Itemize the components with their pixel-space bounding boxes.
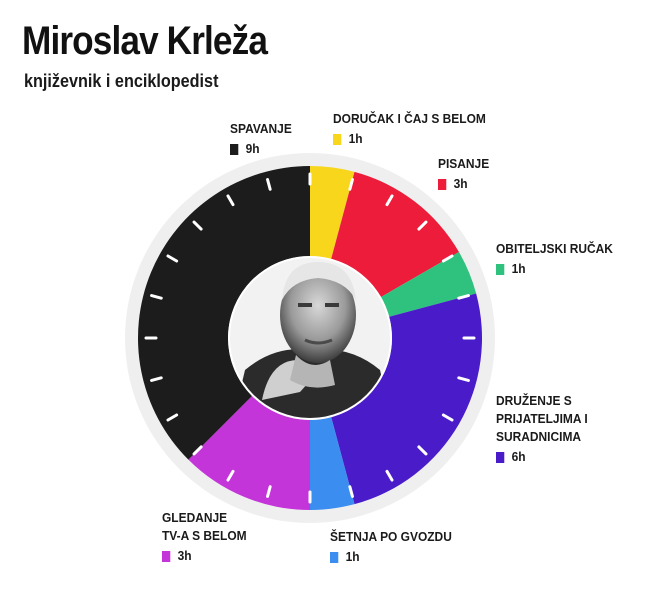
hour-tick-3 bbox=[417, 220, 428, 231]
hour-tick-8 bbox=[441, 413, 454, 422]
legend-swatch bbox=[333, 133, 342, 145]
slice-label-name: SPAVANJE bbox=[230, 121, 292, 136]
slice-value-text: 1h bbox=[511, 261, 526, 276]
hour-tick-4 bbox=[441, 254, 454, 263]
legend-swatch bbox=[230, 143, 239, 155]
slice-value-text: 3h bbox=[453, 176, 468, 191]
slice-value-text: 9h bbox=[245, 141, 260, 156]
slice-label-5: GLEDANJE TV-A S BELOM 3h bbox=[162, 509, 247, 565]
slice-label-value: 3h bbox=[438, 175, 489, 193]
hour-tick-19 bbox=[150, 294, 163, 300]
page-subtitle: književnik i enciklopedist bbox=[24, 71, 219, 91]
pie-slice-4 bbox=[310, 417, 355, 510]
hour-tick-13 bbox=[266, 485, 272, 498]
slice-label-1: PISANJE 3h bbox=[438, 155, 489, 193]
slice-value-text: 3h bbox=[177, 548, 192, 563]
hour-tick-2 bbox=[385, 194, 394, 207]
slice-label-3: DRUŽENJE S PRIJATELJIMA I SURADNICIMA 6h bbox=[496, 392, 588, 466]
slice-value-text: 6h bbox=[511, 449, 526, 464]
slice-label-4: ŠETNJA PO GVOZDU 1h bbox=[330, 528, 452, 566]
slice-label-value: 1h bbox=[333, 130, 486, 148]
slice-label-name: GLEDANJE TV-A S BELOM bbox=[162, 510, 247, 543]
pie-slice-6 bbox=[137, 166, 310, 460]
slice-label-6: SPAVANJE 9h bbox=[230, 120, 292, 158]
pie-slice-3 bbox=[331, 293, 482, 505]
hour-tick-1 bbox=[348, 178, 354, 191]
hour-tick-5 bbox=[457, 294, 470, 300]
slice-label-value: 1h bbox=[496, 260, 613, 278]
legend-swatch bbox=[330, 551, 339, 563]
pie-slice-1 bbox=[331, 171, 459, 297]
pie-slice-0 bbox=[310, 166, 355, 259]
hour-tick-9 bbox=[417, 445, 428, 456]
legend-swatch bbox=[496, 263, 505, 275]
slice-label-2: OBITELJSKI RUČAK 1h bbox=[496, 240, 613, 278]
hour-tick-21 bbox=[192, 220, 203, 231]
hour-tick-7 bbox=[457, 376, 470, 382]
legend-swatch bbox=[496, 451, 505, 463]
hour-tick-23 bbox=[266, 178, 272, 191]
slice-label-value: 9h bbox=[230, 140, 292, 158]
hour-tick-15 bbox=[192, 445, 203, 456]
pie-slice-2 bbox=[381, 252, 477, 317]
slice-label-name: PISANJE bbox=[438, 156, 490, 171]
slice-value-text: 1h bbox=[348, 131, 363, 146]
slice-value-text: 1h bbox=[345, 549, 360, 564]
hour-tick-14 bbox=[226, 469, 235, 482]
portrait-photo bbox=[230, 258, 390, 418]
hour-tick-11 bbox=[348, 485, 354, 498]
slice-label-value: 3h bbox=[162, 547, 247, 565]
slice-label-name: OBITELJSKI RUČAK bbox=[496, 241, 613, 256]
hour-tick-10 bbox=[385, 469, 394, 482]
slice-label-name: DORUČAK I ČAJ S BELOM bbox=[333, 111, 486, 126]
slice-label-0: DORUČAK I ČAJ S BELOM 1h bbox=[333, 110, 486, 148]
hour-tick-17 bbox=[150, 376, 163, 382]
slice-label-value: 1h bbox=[330, 548, 452, 566]
hour-tick-16 bbox=[166, 413, 179, 422]
pie-slice-5 bbox=[188, 395, 310, 510]
legend-swatch bbox=[162, 550, 171, 562]
slice-label-name: DRUŽENJE S PRIJATELJIMA I SURADNICIMA bbox=[496, 393, 588, 444]
legend-swatch bbox=[438, 178, 447, 190]
page-title: Miroslav Krleža bbox=[22, 19, 268, 63]
hour-tick-22 bbox=[226, 194, 235, 207]
hour-tick-20 bbox=[166, 254, 179, 263]
slice-label-name: ŠETNJA PO GVOZDU bbox=[330, 529, 452, 544]
slice-label-value: 6h bbox=[496, 448, 588, 466]
